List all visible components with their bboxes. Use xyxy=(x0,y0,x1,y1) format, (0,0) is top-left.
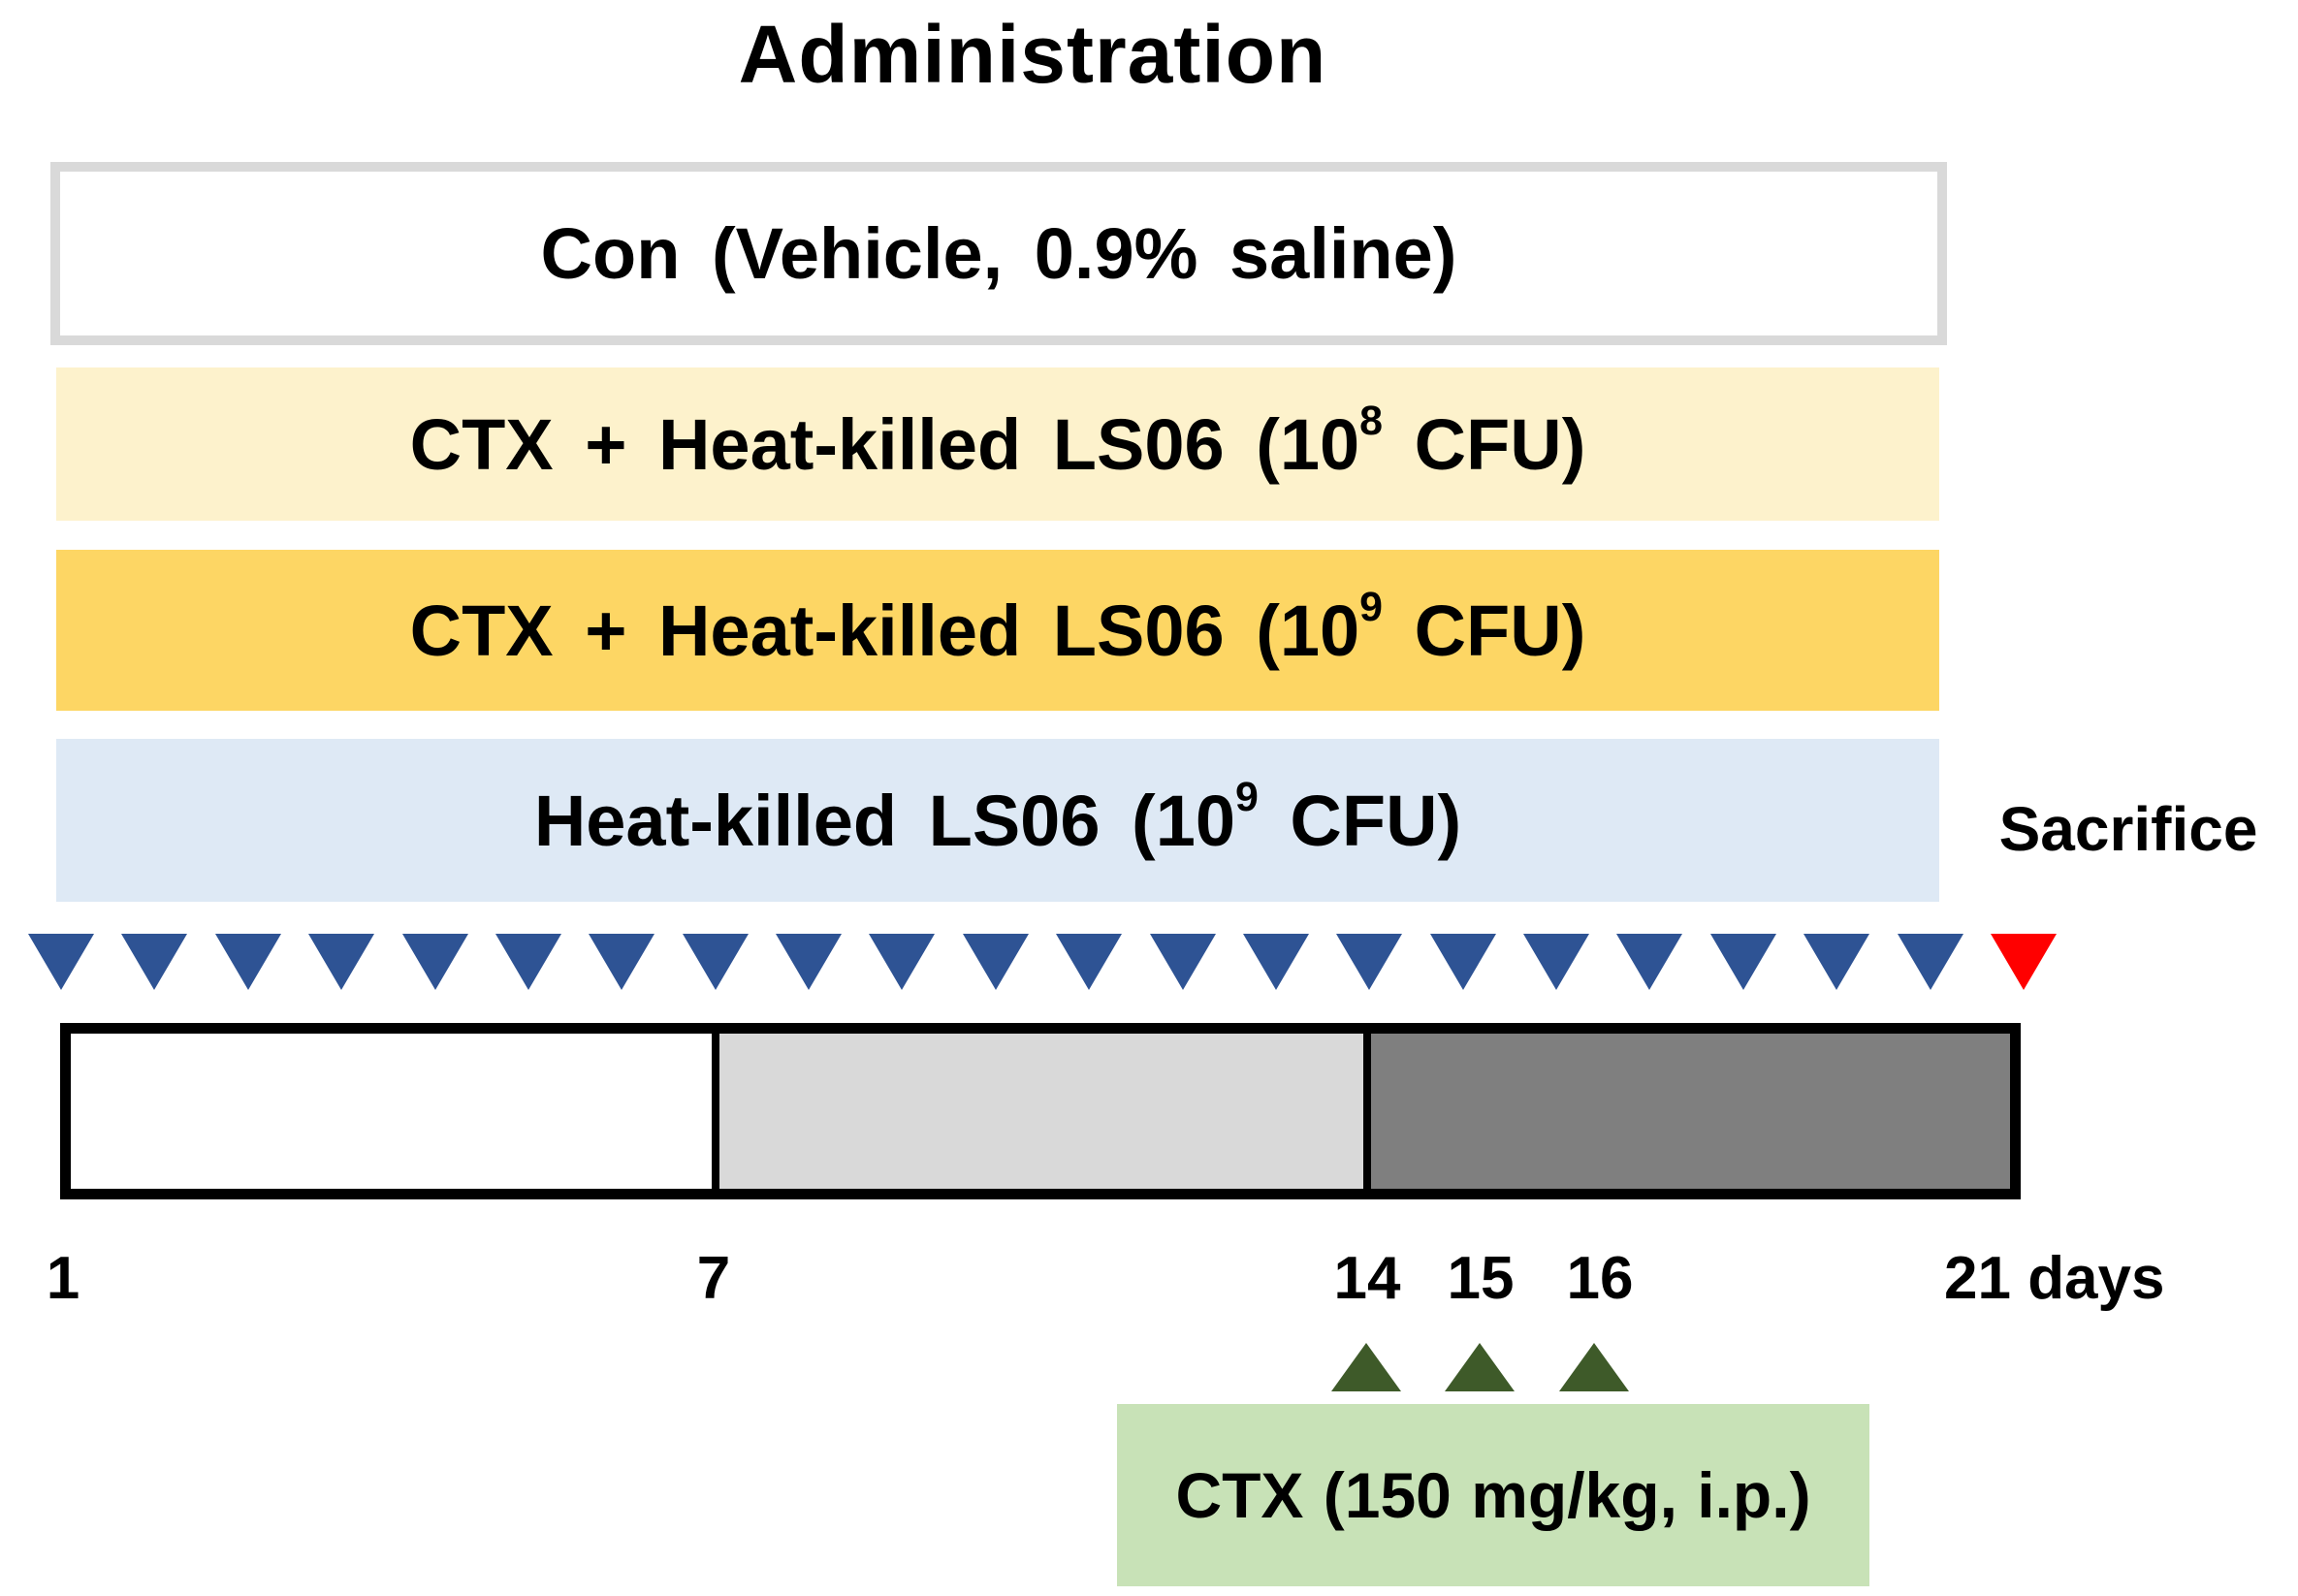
daily-administration-marker xyxy=(589,934,655,990)
daily-administration-marker xyxy=(1803,934,1870,990)
ctx-injection-box: CTX (150 mg/kg, i.p.) xyxy=(1117,1404,1869,1586)
daily-administration-marker xyxy=(1429,934,1496,990)
group-label: CTX + Heat-killed LS06 (10 xyxy=(409,403,1360,485)
daily-administration-marker xyxy=(1616,934,1683,990)
daily-administration-marker xyxy=(682,934,749,990)
day-label-14: 14 xyxy=(1333,1245,1401,1312)
daily-administration-marker xyxy=(1242,934,1309,990)
daily-administration-marker xyxy=(495,934,561,990)
timeline-phase-days-7-14 xyxy=(719,1034,1371,1189)
daily-administration-marker xyxy=(1336,934,1403,990)
daily-administration-marker xyxy=(1709,934,1776,990)
daily-administration-marker xyxy=(28,934,94,990)
group-label: Heat-killed LS06 (10 xyxy=(533,780,1235,861)
day-label-16: 16 xyxy=(1566,1245,1634,1312)
daily-administration-marker xyxy=(1523,934,1589,990)
day-label-21-days: 21 days xyxy=(1944,1245,2165,1312)
group-bar-ctx-heat-killed-ls06-1e9: CTX + Heat-killed LS06 (10 9 CFU) xyxy=(56,550,1939,711)
daily-administration-marker xyxy=(121,934,188,990)
daily-administration-marker xyxy=(308,934,375,990)
ctx-injection-marker-day14 xyxy=(1331,1343,1401,1391)
daily-administration-marker xyxy=(1056,934,1123,990)
daily-administration-marker xyxy=(214,934,281,990)
daily-administration-marker xyxy=(1149,934,1216,990)
group-label-suffix: CFU) xyxy=(1383,590,1586,671)
timeline-bar xyxy=(60,1023,2021,1199)
daily-administration-marker xyxy=(962,934,1029,990)
ctx-injection-marker-day16 xyxy=(1559,1343,1629,1391)
daily-administration-marker xyxy=(1897,934,1963,990)
group-label-exponent: 9 xyxy=(1235,773,1259,820)
timeline-phase-days-14-21 xyxy=(1371,1034,2010,1189)
group-bar-heat-killed-ls06-1e9: Heat-killed LS06 (10 9 CFU) xyxy=(56,739,1939,902)
group-label-exponent: 9 xyxy=(1359,583,1384,630)
sacrifice-marker xyxy=(1990,934,2057,990)
administration-marker-row xyxy=(28,934,2057,990)
day-label-7: 7 xyxy=(696,1245,731,1312)
timeline-phase-days-1-7 xyxy=(71,1034,719,1189)
group-label-suffix: CFU) xyxy=(1383,403,1586,485)
sacrifice-label: Sacrifice xyxy=(1998,794,2258,864)
group-label-exponent: 8 xyxy=(1359,397,1384,444)
group-label-suffix: CFU) xyxy=(1258,780,1462,861)
diagram-title: Administration xyxy=(738,9,1327,100)
group-label: Con (Vehicle, 0.9% saline) xyxy=(540,213,1457,294)
daily-administration-marker xyxy=(869,934,936,990)
day-label-1: 1 xyxy=(46,1245,80,1312)
group-bar-ctx-heat-killed-ls06-1e8: CTX + Heat-killed LS06 (10 8 CFU) xyxy=(56,367,1939,521)
day-label-15: 15 xyxy=(1447,1245,1515,1312)
ctx-injection-label: CTX (150 mg/kg, i.p.) xyxy=(1175,1459,1811,1531)
group-label: CTX + Heat-killed LS06 (10 xyxy=(409,590,1360,671)
ctx-injection-marker-day15 xyxy=(1445,1343,1515,1391)
daily-administration-marker xyxy=(776,934,842,990)
group-bar-control: Con (Vehicle, 0.9% saline) xyxy=(50,162,1947,345)
daily-administration-marker xyxy=(401,934,468,990)
